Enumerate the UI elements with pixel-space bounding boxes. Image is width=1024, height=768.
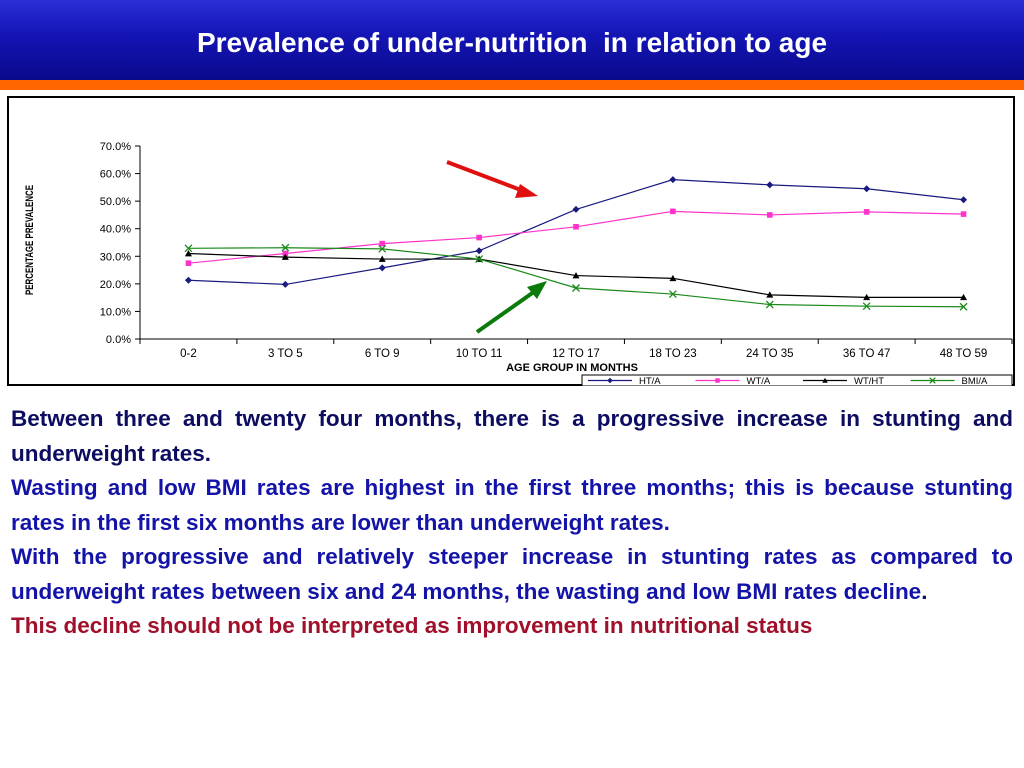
- data-point-marker: [184, 244, 193, 253]
- x-tick-label: 24 TO 35: [746, 348, 794, 360]
- green-arrow: [475, 281, 547, 334]
- x-axis: 0-2 3 TO 5 6 TO 9 10 TO 11 12 TO 17 18 TO 23 2…: [139, 338, 1013, 360]
- x-axis-title: AGE GROUP IN MONTHS: [506, 362, 638, 374]
- data-point-marker: [378, 264, 386, 272]
- data-point-marker: [863, 185, 871, 193]
- paragraph-stunting-increase: Between three and twenty four months, th…: [11, 406, 1013, 466]
- data-point-marker: [282, 250, 289, 257]
- data-point-marker: [668, 290, 677, 299]
- legend-box: [581, 374, 1013, 386]
- x-tick-label: 12 TO 17: [552, 348, 600, 360]
- paragraph-wasting-highest: Wasting and low BMI rates are highest in…: [11, 475, 1013, 535]
- data-point-marker: [715, 378, 720, 383]
- data-point-marker: [184, 250, 192, 257]
- legend-label: BMI/A: [962, 376, 989, 386]
- data-point-marker: [378, 255, 386, 262]
- data-point-marker: [929, 377, 936, 384]
- x-tick-label: 18 TO 23: [649, 348, 697, 360]
- x-tick-label: 3 TO 5: [268, 348, 303, 360]
- y-axis-title: PERCENTAGE PREVALENCE: [24, 184, 37, 295]
- series-line: [188, 210, 964, 264]
- data-point-marker: [572, 205, 580, 213]
- series-line: [188, 179, 964, 286]
- data-point-marker: [862, 302, 871, 311]
- data-point-marker: [960, 211, 967, 217]
- y-axis: 0.0% 10.0% 20.0% 30.0% 40.0% 50.0% 60.0% 70.0%: [100, 141, 141, 346]
- x-tick-label: 48 TO 59: [940, 348, 988, 360]
- data-point-marker: [607, 377, 613, 384]
- data-point-marker: [573, 223, 579, 230]
- legend-label: WT/A: [747, 376, 771, 386]
- data-point-marker: [765, 300, 774, 309]
- line-chart: 0.0%10.0%20.0%30.0%40.0%50.0%60.0%70.0% …: [24, 141, 1013, 386]
- data-point-marker: [476, 234, 482, 241]
- data-point-marker: [281, 243, 290, 252]
- paragraph-steeper-increase: With the progressive and relatively stee…: [11, 540, 1013, 609]
- data-point-marker: [281, 280, 289, 288]
- paragraph-steeper-increase-text: With the progressive and relatively stee…: [11, 544, 1013, 604]
- legend-item: HT/A: [588, 376, 661, 386]
- data-point-marker: [960, 293, 968, 301]
- data-point-marker: [766, 212, 773, 218]
- data-point-marker: [475, 247, 483, 255]
- data-point-marker: [959, 302, 968, 311]
- series-bmi-a: [184, 243, 968, 311]
- slide-body-text: Between three and twenty four months, th…: [11, 402, 1013, 644]
- data-point-marker: [572, 272, 580, 279]
- chart-frame: [7, 96, 1015, 386]
- legend-item: BMI/A: [910, 376, 989, 386]
- data-point-marker: [184, 276, 192, 284]
- data-point-marker: [378, 244, 387, 253]
- paragraph-end-period: .: [921, 578, 928, 604]
- legend-label: HT/A: [639, 376, 661, 386]
- y-tick-label: 60.0%: [100, 169, 131, 181]
- data-point-marker: [863, 293, 871, 301]
- data-point-marker: [822, 377, 828, 383]
- series-wt-a: [185, 208, 967, 266]
- data-point-marker: [766, 181, 774, 189]
- data-point-marker: [766, 291, 774, 298]
- x-tick-label: 6 TO 9: [365, 348, 400, 360]
- data-point-marker: [185, 260, 192, 266]
- y-tick-label: 40.0%: [100, 224, 131, 236]
- legend-item: WT/HT: [803, 376, 884, 386]
- series-wt-ht: [184, 250, 968, 301]
- data-point-marker: [960, 196, 968, 204]
- chart-legend: HT/A WT/A WT/HT BMI/A: [581, 374, 1013, 386]
- y-tick-label: 0.0%: [106, 334, 131, 346]
- header-accent-stripe: [0, 80, 1024, 90]
- y-tick-label: 70.0%: [100, 141, 131, 153]
- data-point-marker: [669, 176, 677, 184]
- data-point-marker: [572, 284, 580, 292]
- data-point-marker: [475, 255, 484, 264]
- series-ht-a: [184, 176, 968, 288]
- y-tick-label: 20.0%: [100, 279, 131, 291]
- data-point-marker: [669, 274, 677, 282]
- x-tick-label: 36 TO 47: [843, 348, 891, 360]
- data-point-marker: [670, 208, 676, 215]
- y-tick-label: 10.0%: [100, 306, 131, 318]
- y-tick-label: 30.0%: [100, 251, 131, 263]
- data-point-marker: [281, 253, 289, 260]
- legend-item: WT/A: [695, 376, 771, 386]
- x-tick-label: 10 TO 11: [456, 348, 503, 360]
- legend-label: WT/HT: [854, 376, 884, 386]
- slide-title: Prevalence of under-nutrition in relatio…: [196, 27, 828, 58]
- slide-header: [0, 0, 1024, 80]
- y-tick-label: 50.0%: [100, 196, 131, 208]
- x-tick-label: 0-2: [180, 348, 197, 360]
- data-point-marker: [863, 209, 870, 215]
- red-arrow: [446, 160, 538, 198]
- paragraph-decline-warning: This decline should not be interpreted a…: [11, 613, 813, 638]
- series-group: [184, 176, 968, 311]
- data-point-marker: [379, 240, 386, 247]
